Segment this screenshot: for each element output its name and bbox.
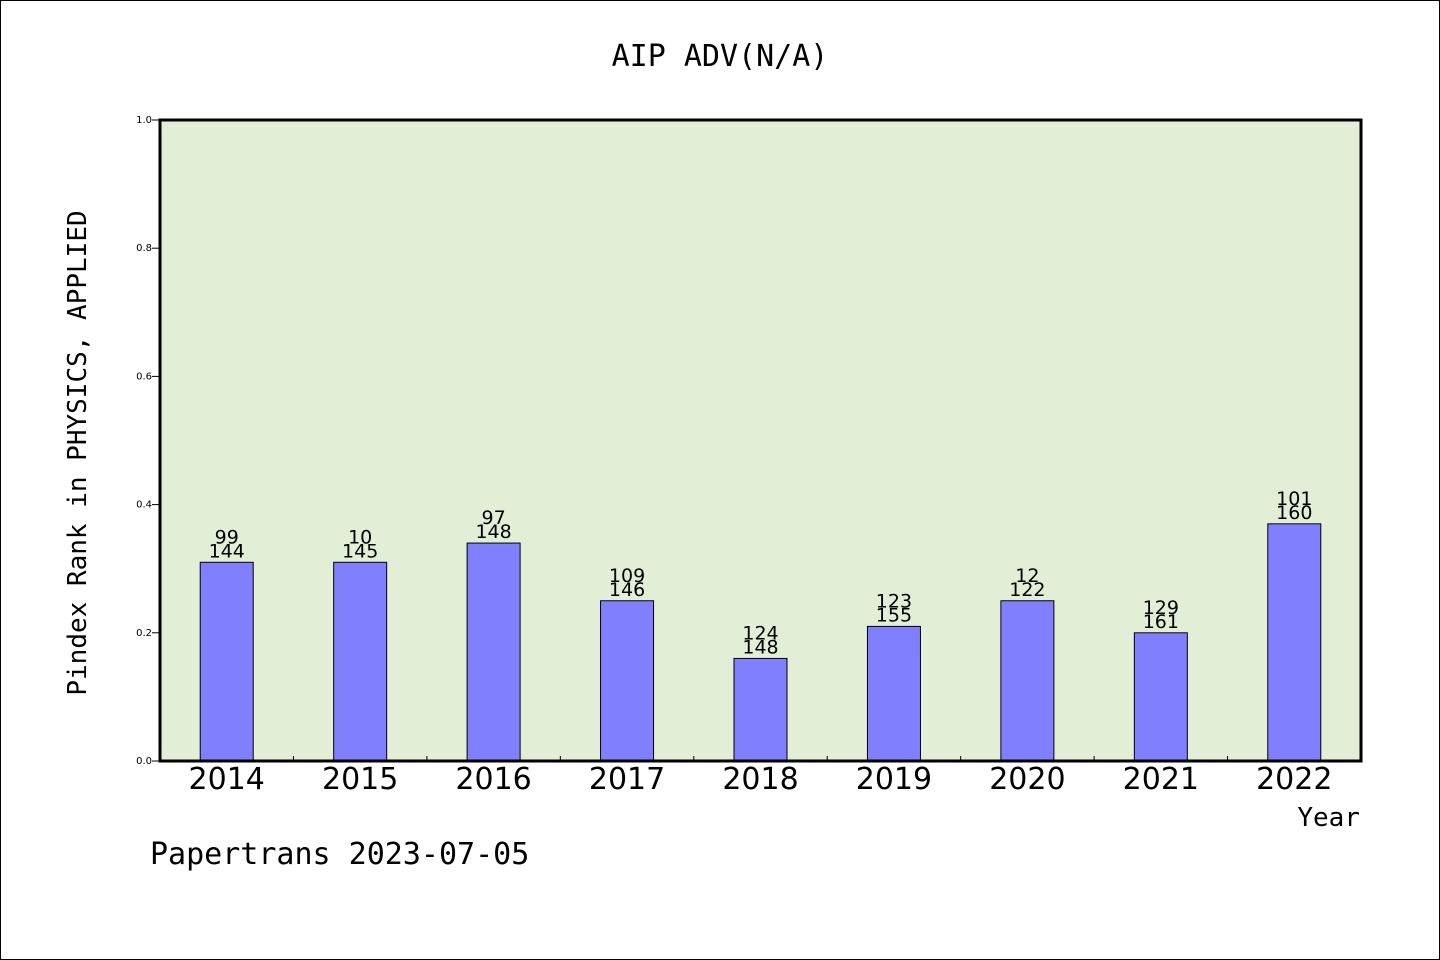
bar-label-top: 109 bbox=[609, 565, 645, 587]
footer-credit: Papertrans 2023-07-05 bbox=[150, 837, 529, 872]
bar bbox=[1267, 523, 1322, 762]
y-axis-label: Pindex Rank in PHYSICS, APPLIED bbox=[63, 210, 93, 695]
bar bbox=[733, 657, 788, 762]
bar bbox=[866, 625, 921, 762]
bar bbox=[466, 542, 521, 762]
bar bbox=[1133, 632, 1188, 762]
bar-label-bottom: 148 bbox=[742, 636, 778, 658]
bar-label-bottom: 144 bbox=[209, 540, 245, 562]
y-tick-label: 1.0 bbox=[136, 115, 152, 126]
bar-label-bottom: 160 bbox=[1276, 502, 1312, 524]
bar-label-top: 97 bbox=[482, 507, 506, 529]
x-tick-label: 2017 bbox=[589, 762, 665, 797]
bar-label-top: 124 bbox=[742, 622, 778, 644]
chart-title: AIP ADV(N/A) bbox=[612, 39, 829, 74]
bar-label-bottom: 145 bbox=[342, 540, 378, 562]
bar-label-top: 101 bbox=[1276, 488, 1312, 510]
x-tick-label: 2021 bbox=[1123, 762, 1199, 797]
bar bbox=[600, 600, 655, 762]
x-tick-label: 2015 bbox=[322, 762, 398, 797]
bar bbox=[333, 561, 388, 762]
bar-label-bottom: 146 bbox=[609, 579, 645, 601]
bar-label-top: 12 bbox=[1015, 565, 1039, 587]
x-axis-label: Year bbox=[1297, 803, 1360, 833]
y-tick-label: 0.6 bbox=[136, 371, 152, 382]
x-tick-label: 2018 bbox=[722, 762, 798, 797]
bar-label-top: 99 bbox=[215, 526, 239, 548]
x-tick-label: 2016 bbox=[455, 762, 531, 797]
y-tick-label: 0.8 bbox=[136, 243, 152, 254]
bar-label-top: 10 bbox=[348, 526, 372, 548]
bar-label-bottom: 148 bbox=[475, 521, 511, 543]
plot-border bbox=[158, 118, 1363, 763]
x-tick-label: 2022 bbox=[1256, 762, 1332, 797]
y-tick-label: 0.2 bbox=[136, 628, 152, 639]
x-tick-label: 2019 bbox=[856, 762, 932, 797]
y-tick-label: 0.4 bbox=[136, 500, 152, 511]
bar-label-bottom: 155 bbox=[876, 604, 912, 626]
bar-label-top: 129 bbox=[1143, 597, 1179, 619]
bar bbox=[1000, 600, 1055, 762]
bar-label-bottom: 122 bbox=[1009, 579, 1045, 601]
bar bbox=[199, 561, 254, 762]
bar-label-top: 123 bbox=[876, 590, 912, 612]
bar-label-bottom: 161 bbox=[1143, 611, 1179, 633]
y-tick-label: 0.0 bbox=[136, 756, 152, 767]
x-tick-label: 2020 bbox=[989, 762, 1065, 797]
x-tick-label: 2014 bbox=[189, 762, 265, 797]
